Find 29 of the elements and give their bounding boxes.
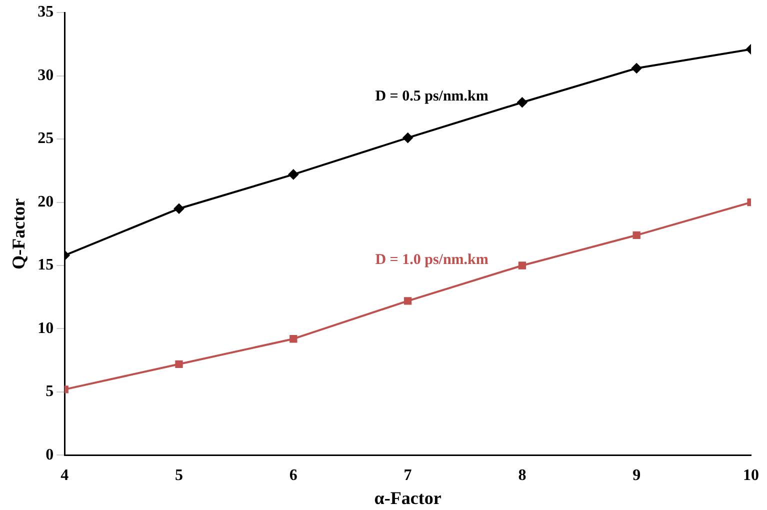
point [632,231,640,239]
point [517,97,528,108]
x-tick-label: 10 [743,466,759,484]
x-tick-label: 8 [518,466,526,484]
x-tick-label: 5 [175,466,183,484]
series-label: D = 1.0 ps/nm.km [375,252,489,268]
point [174,204,184,214]
y-tick-label: 0 [46,446,54,464]
y-tick-label: 35 [38,4,54,21]
x-tick-label: 4 [60,466,69,484]
y-axis-title: Q-Factor [8,198,28,270]
point [632,63,642,74]
point [402,132,413,143]
point [404,297,412,305]
y-tick-label: 15 [38,256,54,274]
y-tick-label: 5 [46,383,54,400]
y-tick-label: 25 [38,130,54,148]
y-tick-label: 20 [38,193,54,210]
series-label: D = 0.5 ps/nm.km [375,88,489,105]
point [518,262,526,270]
y-tick-label: 10 [38,320,54,337]
y-tick-label: 30 [38,66,54,84]
x-tick-label: 7 [404,466,412,484]
x-tick-label: 9 [632,466,641,484]
point [175,360,183,368]
point [288,169,298,180]
point [290,335,298,343]
x-tick-label: 6 [289,466,298,484]
x-axis-title: α-Factor [374,488,442,508]
